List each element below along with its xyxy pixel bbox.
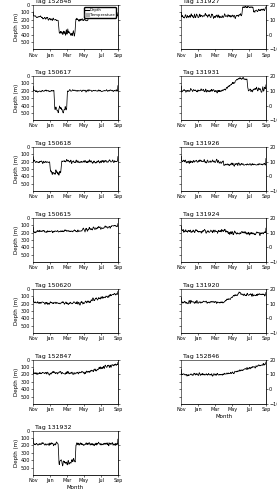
Text: Tag 131931: Tag 131931: [183, 70, 219, 75]
Y-axis label: Depth (m): Depth (m): [14, 368, 19, 396]
Text: Tag 131926: Tag 131926: [183, 141, 219, 146]
Y-axis label: Depth (m): Depth (m): [14, 84, 19, 112]
Y-axis label: Depth (m): Depth (m): [14, 226, 19, 254]
Text: Tag 131932: Tag 131932: [35, 424, 71, 430]
Text: Tag 150615: Tag 150615: [35, 212, 71, 216]
Y-axis label: Depth (m): Depth (m): [14, 297, 19, 325]
Text: Tag 152847: Tag 152847: [35, 354, 71, 358]
Y-axis label: Depth (m): Depth (m): [14, 13, 19, 42]
Text: Tag 152848: Tag 152848: [35, 0, 71, 4]
Legend: Depth, Temperature: Depth, Temperature: [84, 7, 116, 18]
X-axis label: Month: Month: [67, 484, 84, 490]
Text: Tag 150620: Tag 150620: [35, 282, 71, 288]
Text: Tag 131927: Tag 131927: [183, 0, 219, 4]
Text: Tag 150618: Tag 150618: [35, 141, 71, 146]
X-axis label: Month: Month: [215, 414, 232, 418]
Text: Tag 150617: Tag 150617: [35, 70, 71, 75]
Y-axis label: Depth (m): Depth (m): [14, 438, 19, 467]
Y-axis label: Depth (m): Depth (m): [14, 155, 19, 183]
Text: Tag 131924: Tag 131924: [183, 212, 219, 216]
Text: Tag 131920: Tag 131920: [183, 282, 219, 288]
Text: Tag 152846: Tag 152846: [183, 354, 219, 358]
